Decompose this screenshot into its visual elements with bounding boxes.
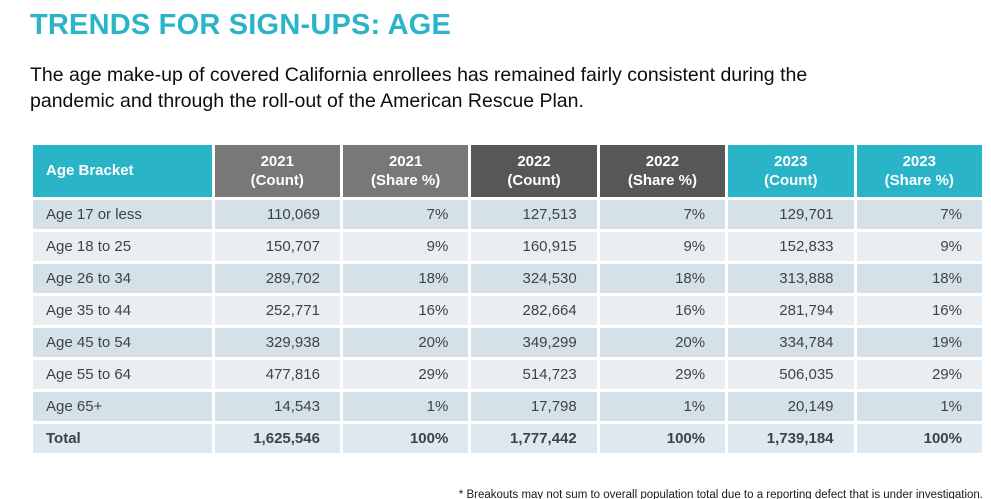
table-cell: 506,035 [728,360,854,389]
table-row: Age 55 to 64 477,816 29% 514,723 29% 506… [33,360,982,389]
table-cell: 16% [599,296,726,325]
table-cell: 324,530 [471,264,597,293]
table-cell: 100% [856,424,982,453]
table-cell: 18% [599,264,726,293]
table-row: Age 17 or less 110,069 7% 127,513 7% 129… [33,200,982,229]
table-cell: 1% [599,392,726,421]
row-label-cell: Age 45 to 54 [33,328,212,357]
table-cell: 9% [599,232,726,261]
table-cell: 29% [599,360,726,389]
table-cell: 150,707 [214,232,340,261]
table-cell: 18% [856,264,982,293]
table-cell: 282,664 [471,296,597,325]
table-cell: 152,833 [728,232,854,261]
row-label-cell: Total [33,424,212,453]
slide: TRENDS FOR SIGN-UPS: AGE The age make-up… [0,9,991,499]
row-label-cell: Age 26 to 34 [33,264,212,293]
table-cell: 1% [856,392,982,421]
row-label-cell: Age 55 to 64 [33,360,212,389]
table-row: Age 26 to 34 289,702 18% 324,530 18% 313… [33,264,982,293]
table-cell: 477,816 [214,360,340,389]
table-cell: 20,149 [728,392,854,421]
table-cell: 29% [342,360,469,389]
table-cell: 1,777,442 [471,424,597,453]
footnote: * Breakouts may not sum to overall popul… [458,489,983,499]
header-row: Age Bracket 2021 (Count) 2021 (Share %) … [33,145,982,197]
table-row: Age 18 to 25 150,707 9% 160,915 9% 152,8… [33,232,982,261]
header-2022-count: 2022 (Count) [471,145,597,197]
table-cell: 1,625,546 [214,424,340,453]
table-body: Age 17 or less 110,069 7% 127,513 7% 129… [33,200,982,453]
table-cell: 252,771 [214,296,340,325]
table-cell: 129,701 [728,200,854,229]
header-2021-count: 2021 (Count) [214,145,340,197]
table-cell: 110,069 [214,200,340,229]
table-cell: 29% [856,360,982,389]
header-2023-share: 2023 (Share %) [856,145,982,197]
table-cell: 313,888 [728,264,854,293]
table-cell: 349,299 [471,328,597,357]
header-2021-share: 2021 (Share %) [342,145,469,197]
total-row: Total 1,625,546 100% 1,777,442 100% 1,73… [33,424,982,453]
table-cell: 7% [342,200,469,229]
table-row: Age 35 to 44 252,771 16% 282,664 16% 281… [33,296,982,325]
page-title: TRENDS FOR SIGN-UPS: AGE [30,9,452,41]
table-cell: 16% [856,296,982,325]
table-cell: 18% [342,264,469,293]
table-cell: 16% [342,296,469,325]
table-cell: 289,702 [214,264,340,293]
table-cell: 281,794 [728,296,854,325]
table-cell: 160,915 [471,232,597,261]
header-age-bracket: Age Bracket [33,145,212,197]
table-cell: 19% [856,328,982,357]
row-label-cell: Age 65+ [33,392,212,421]
table-header: Age Bracket 2021 (Count) 2021 (Share %) … [33,145,982,197]
table-cell: 7% [599,200,726,229]
table-cell: 9% [856,232,982,261]
table-cell: 1% [342,392,469,421]
table-cell: 127,513 [471,200,597,229]
table-row: Age 45 to 54 329,938 20% 349,299 20% 334… [33,328,982,357]
table-row: Age 65+ 14,543 1% 17,798 1% 20,149 1% [33,392,982,421]
table-cell: 329,938 [214,328,340,357]
table-cell: 20% [599,328,726,357]
table-cell: 7% [856,200,982,229]
row-label-cell: Age 18 to 25 [33,232,212,261]
table-cell: 14,543 [214,392,340,421]
table-cell: 100% [342,424,469,453]
table-cell: 9% [342,232,469,261]
table-cell: 334,784 [728,328,854,357]
table-cell: 17,798 [471,392,597,421]
row-label-cell: Age 17 or less [33,200,212,229]
age-signups-table: Age Bracket 2021 (Count) 2021 (Share %) … [30,142,985,456]
table-cell: 100% [599,424,726,453]
slide-subtitle: The age make-up of covered California en… [30,64,808,112]
table-cell: 20% [342,328,469,357]
row-label-cell: Age 35 to 44 [33,296,212,325]
header-2023-count: 2023 (Count) [728,145,854,197]
table-cell: 514,723 [471,360,597,389]
table-cell: 1,739,184 [728,424,854,453]
header-2022-share: 2022 (Share %) [599,145,726,197]
